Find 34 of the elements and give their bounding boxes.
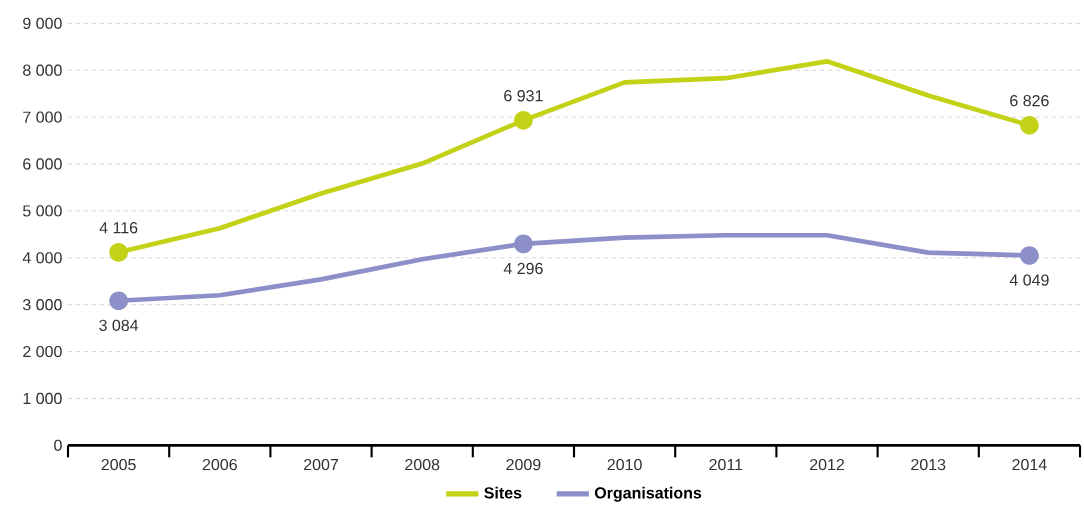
data-label: 4 049 <box>1009 274 1049 286</box>
data-label: 4 116 <box>99 222 138 234</box>
x-tick-label: 2008 <box>405 458 440 471</box>
x-tick-label: 2013 <box>911 458 946 471</box>
y-tick-label: 1 000 <box>23 392 62 405</box>
y-tick-label: 9 000 <box>23 17 62 29</box>
point <box>514 234 533 254</box>
y-tick-label: 3 000 <box>22 299 62 311</box>
legend-label: Organisations <box>594 486 702 502</box>
y-tick-label: 5 000 <box>23 205 62 217</box>
data-label: 6 931 <box>504 90 543 102</box>
point <box>1020 115 1039 135</box>
point <box>109 243 128 262</box>
x-tick-label: 2005 <box>101 458 136 471</box>
y-tick-label: 0 <box>54 439 62 451</box>
legend-label: Sites <box>484 486 522 499</box>
y-tick-label: 4 000 <box>22 252 62 264</box>
y-tick-label: 2 000 <box>23 345 62 358</box>
point <box>109 291 128 311</box>
x-tick-label: 2014 <box>1012 458 1047 471</box>
x-tick-label: 2012 <box>810 458 844 471</box>
data-label: 3 084 <box>99 319 139 331</box>
x-tick-label: 2010 <box>607 458 642 471</box>
point <box>514 111 533 130</box>
x-tick-label: 2007 <box>304 458 338 471</box>
y-tick-label: 7 000 <box>23 111 62 123</box>
y-tick-label: 8 000 <box>23 64 62 76</box>
data-label: 6 826 <box>1010 95 1049 107</box>
x-tick-label: 2011 <box>709 458 743 471</box>
x-tick-label: 2009 <box>506 458 541 471</box>
data-label: 4 296 <box>503 262 543 275</box>
y-tick-label: 6 000 <box>23 158 62 170</box>
x-tick-label: 2006 <box>202 458 237 471</box>
point <box>1020 246 1039 265</box>
